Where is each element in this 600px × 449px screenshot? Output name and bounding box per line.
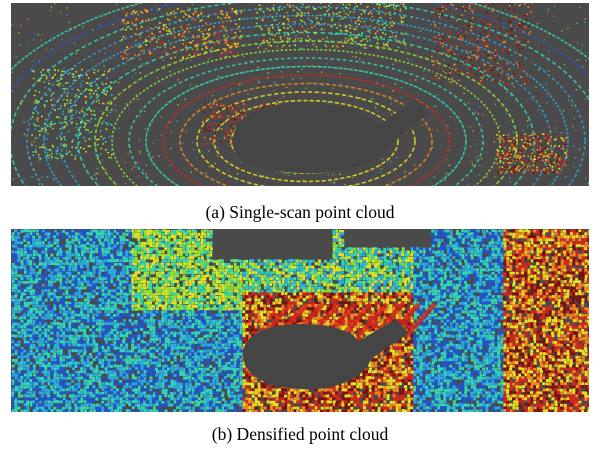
scan-ring <box>26 6 586 186</box>
scan-ring <box>111 48 501 186</box>
scan-ring <box>145 65 467 186</box>
scan-points <box>11 3 589 186</box>
scan-ring <box>162 74 450 186</box>
densified-point-cloud-image <box>11 229 589 412</box>
scan-ring <box>179 82 433 186</box>
single-scan-point-cloud-image <box>11 3 589 186</box>
caption-densified: (b) Densified point cloud <box>211 424 389 444</box>
scan-ring <box>60 23 552 186</box>
caption-single-scan: (a) Single-scan point cloud <box>205 202 395 222</box>
densified-render <box>11 229 589 412</box>
scan-ring <box>128 57 484 186</box>
vehicle-shadow <box>243 319 409 390</box>
scan-ring <box>196 91 416 186</box>
scan-ring <box>213 99 399 183</box>
vehicle-shadow <box>233 99 429 174</box>
single-scan-render <box>11 3 589 186</box>
